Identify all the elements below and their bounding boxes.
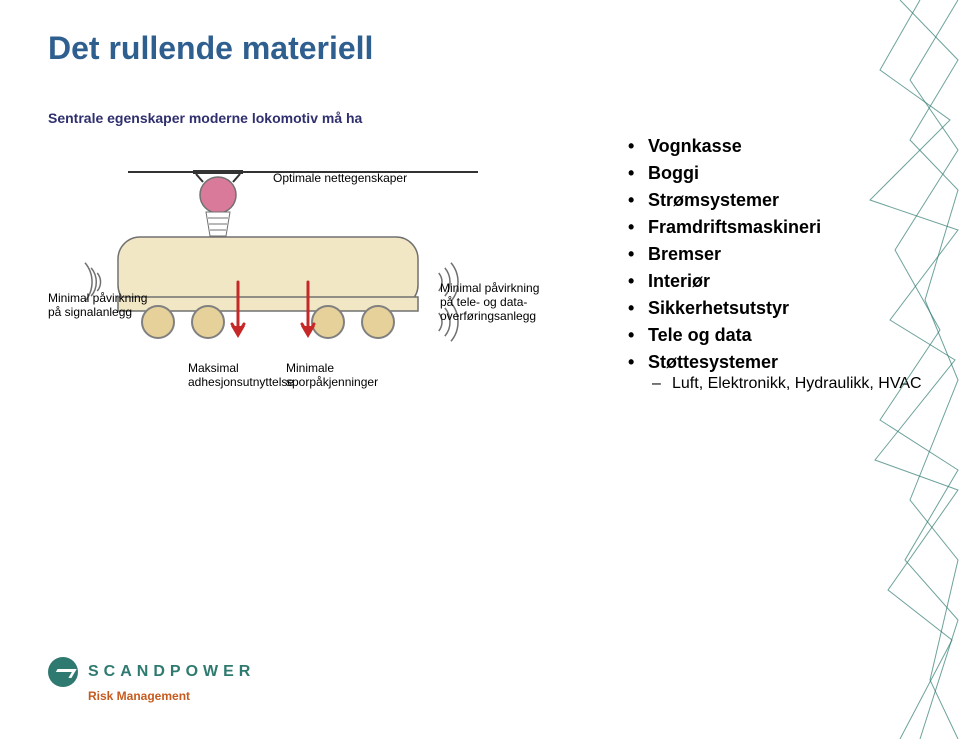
brand-logo: SCANDPOWER Risk Management <box>48 657 255 703</box>
logo-name: SCANDPOWER <box>88 663 255 681</box>
svg-text:Optimale nettegenskaper: Optimale nettegenskaper <box>273 171 407 185</box>
locomotive-diagram: Sentrale egenskaper moderne lokomotiv må… <box>48 110 578 437</box>
bullet-label: Støttesystemer <box>648 352 778 372</box>
page-title: Det rullende materiell <box>48 30 373 67</box>
diagram-svg: Optimale nettegenskaper Minimal påvirknin… <box>48 132 578 432</box>
diagram-heading: Sentrale egenskaper moderne lokomotiv må… <box>48 110 578 126</box>
bullet-label: Interiør <box>648 271 710 291</box>
decorative-lines <box>840 0 960 739</box>
logo-subtitle: Risk Management <box>88 689 255 703</box>
bullet-label: Framdriftsmaskineri <box>648 217 821 237</box>
bullet-label: Vognkasse <box>648 136 742 156</box>
bullet-label: Sikkerhetsutstyr <box>648 298 789 318</box>
bullet-label: Tele og data <box>648 325 752 345</box>
bullet-label: Strømsystemer <box>648 190 779 210</box>
bullet-label: Bremser <box>648 244 721 264</box>
logo-mark-icon <box>48 657 78 687</box>
svg-text:Minimalesporpåkjenninger: Minimalesporpåkjenninger <box>286 361 378 389</box>
bullet-label: Boggi <box>648 163 699 183</box>
svg-text:Minimal påvirkningpå tele- og: Minimal påvirkningpå tele- og data-overf… <box>440 281 539 323</box>
svg-text:Maksimaladhesjonsutnyttelse: Maksimaladhesjonsutnyttelse <box>188 361 294 389</box>
